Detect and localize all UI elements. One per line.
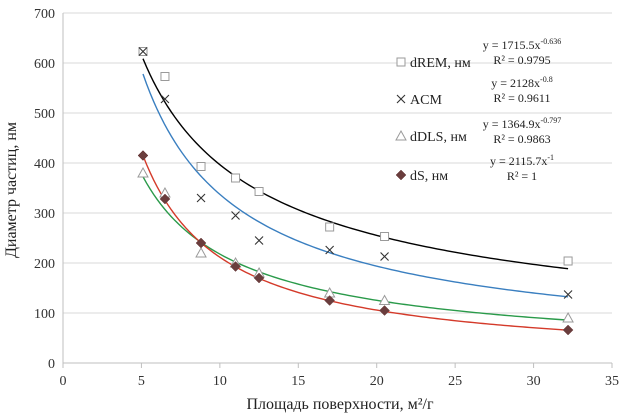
legend-marker-series-2 <box>396 94 406 104</box>
y-axis-title: Диаметр частиц, нм <box>3 122 20 258</box>
trendline-series-3 <box>142 176 569 321</box>
trendline-series-4 <box>142 155 569 331</box>
legend-marker-series-1 <box>396 57 406 67</box>
data-point-series-3 <box>378 294 391 305</box>
data-point-series-2 <box>563 290 573 299</box>
x-tick-label: 20 <box>370 374 384 389</box>
x-tick-label: 30 <box>527 374 541 389</box>
data-point-series-1 <box>325 222 335 232</box>
trend-equation-series-1: y = 1715.5x-0.636 <box>483 37 561 52</box>
data-point-series-4 <box>253 272 265 284</box>
legend-label-series-3: dDLS, нм <box>410 130 467 145</box>
legend-label-series-4: dS, нм <box>410 169 448 184</box>
x-tick-label: 0 <box>60 374 67 389</box>
legend-marker-series-4 <box>395 169 407 181</box>
trend-equation-series-4: y = 2115.7x-1 <box>490 153 554 168</box>
x-tick-label: 35 <box>605 374 619 389</box>
data-point-series-3 <box>562 311 574 323</box>
data-point-series-4 <box>562 324 574 336</box>
x-axis-title: Площадь поверхности, м²/г <box>246 396 434 413</box>
r-squared-series-2: R² = 0.9611 <box>494 91 551 105</box>
r-squared-series-4: R² = 1 <box>507 169 537 183</box>
y-tick-label: 100 <box>34 307 55 322</box>
data-point-series-3 <box>195 246 207 258</box>
trend-equation-series-3: y = 1364.9x-0.797 <box>483 116 561 131</box>
data-point-series-4 <box>230 261 241 272</box>
y-tick-label: 600 <box>34 57 55 72</box>
data-point-series-1 <box>231 173 241 183</box>
equation-exponent: -1 <box>547 153 554 162</box>
data-point-series-4 <box>159 193 171 205</box>
equation-exponent: -0.797 <box>541 116 562 125</box>
x-tick-label: 15 <box>291 374 305 389</box>
data-point-series-4 <box>137 150 149 161</box>
x-tick-label: 10 <box>213 374 227 389</box>
x-tick-label: 5 <box>138 374 145 389</box>
data-point-series-4 <box>195 237 207 249</box>
data-point-series-2 <box>325 245 335 255</box>
data-point-series-4 <box>379 305 390 316</box>
equation-base: y = 2128x <box>491 76 540 90</box>
trend-equation-series-2: y = 2128x-0.8 <box>491 75 552 90</box>
data-point-series-2 <box>138 47 148 56</box>
equation-base: y = 1715.5x <box>483 38 541 52</box>
x-tick-label: 25 <box>448 374 462 389</box>
data-point-series-1 <box>196 162 206 171</box>
y-tick-label: 200 <box>34 257 55 272</box>
trendlines <box>142 58 569 331</box>
y-tick-label: 500 <box>34 107 55 122</box>
data-point-series-3 <box>137 166 149 178</box>
data-point-series-4 <box>324 295 336 306</box>
y-tick-label: 400 <box>34 157 55 172</box>
data-point-series-2 <box>231 211 240 220</box>
trendline-series-1 <box>142 58 569 270</box>
equation-base: y = 1364.9x <box>483 117 541 131</box>
data-point-series-1 <box>254 187 264 196</box>
r-squared-series-1: R² = 0.9795 <box>493 53 550 67</box>
y-tick-label: 700 <box>34 7 55 22</box>
data-point-series-2 <box>254 236 264 245</box>
data-points <box>137 47 574 336</box>
legend-marker-series-3 <box>395 129 407 141</box>
grid <box>63 12 612 314</box>
equation-exponent: -0.636 <box>541 37 562 46</box>
axes: 0 100 200 300 400 500 600 700 0 5 10 15 20 25 30 35 <box>34 7 619 389</box>
equation-exponent: -0.8 <box>540 75 553 84</box>
r-squared-series-3: R² = 0.9863 <box>493 132 550 146</box>
y-tick-label: 300 <box>34 207 55 222</box>
legend-label-series-2: ACM <box>410 93 442 108</box>
data-point-series-1 <box>380 232 390 241</box>
data-point-series-1 <box>160 72 170 81</box>
data-point-series-1 <box>563 256 573 266</box>
data-point-series-2 <box>160 94 170 104</box>
data-point-series-2 <box>196 193 206 203</box>
legend-label-series-1: dREM, нм <box>410 56 471 71</box>
y-tick-label: 0 <box>48 357 55 372</box>
equation-base: y = 2115.7x <box>490 154 547 168</box>
trendline-series-2 <box>142 73 569 298</box>
data-point-series-2 <box>380 252 389 261</box>
